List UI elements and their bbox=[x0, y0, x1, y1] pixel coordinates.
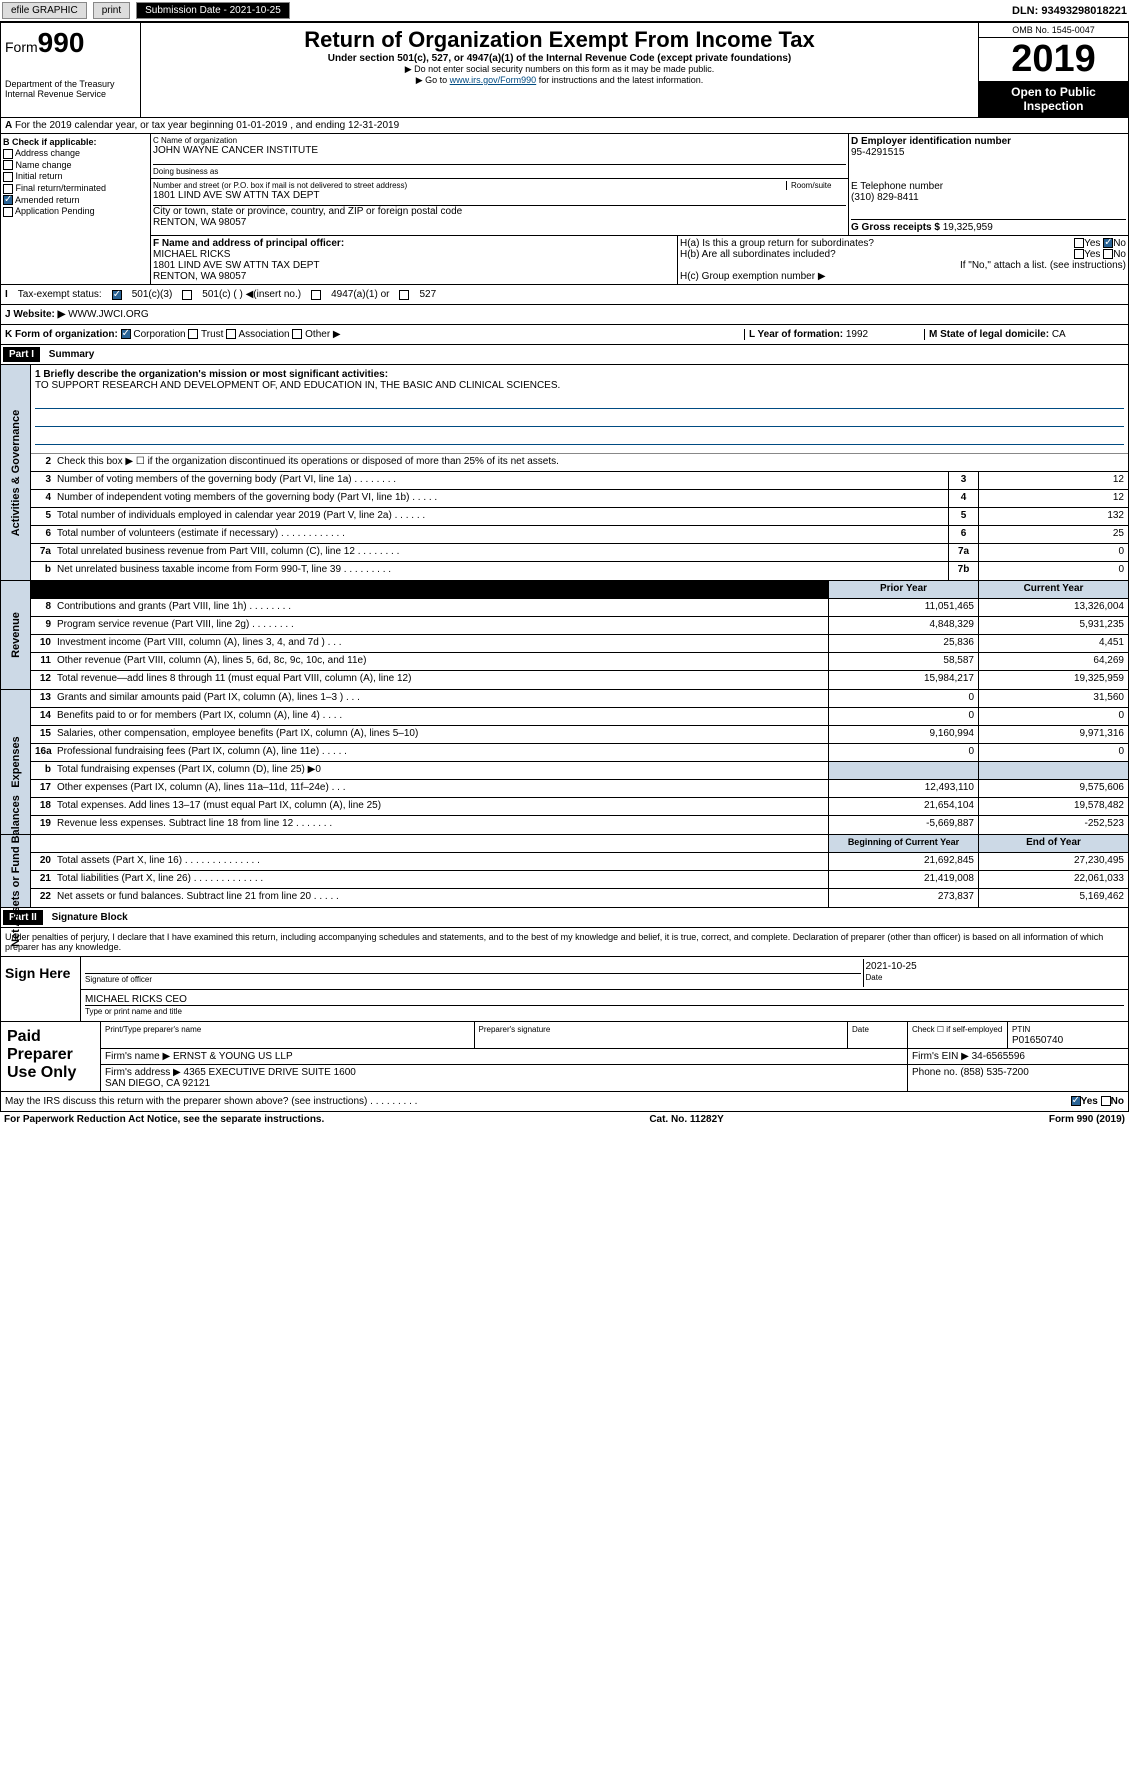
governance-section: Activities & Governance 1 Briefly descri… bbox=[0, 365, 1129, 581]
paid-preparer: Paid Preparer Use Only Print/Type prepar… bbox=[0, 1022, 1129, 1092]
group-return-no[interactable] bbox=[1103, 238, 1113, 248]
part1-header: Part I bbox=[3, 347, 40, 362]
website-value: WWW.JWCI.ORG bbox=[68, 309, 149, 320]
discuss-row: May the IRS discuss this return with the… bbox=[0, 1092, 1129, 1112]
footer: For Paperwork Reduction Act Notice, see … bbox=[0, 1112, 1129, 1127]
submission-date: Submission Date - 2021-10-25 bbox=[136, 2, 290, 19]
table-row: bTotal fundraising expenses (Part IX, co… bbox=[31, 762, 1128, 780]
part1-title: Summary bbox=[49, 349, 95, 360]
phone-value: (310) 829-8411 bbox=[851, 192, 1126, 203]
table-row: 6Total number of volunteers (estimate if… bbox=[31, 526, 1128, 544]
table-row: 8Contributions and grants (Part VIII, li… bbox=[31, 599, 1128, 617]
table-row: 18Total expenses. Add lines 13–17 (must … bbox=[31, 798, 1128, 816]
table-row: 12Total revenue—add lines 8 through 11 (… bbox=[31, 671, 1128, 689]
form-org-row: K Form of organization: Corporation Trus… bbox=[0, 325, 1129, 345]
officer-addr: 1801 LIND AVE SW ATTN TAX DEPT RENTON, W… bbox=[153, 260, 675, 282]
table-row: 4Number of independent voting members of… bbox=[31, 490, 1128, 508]
year-formed: 1992 bbox=[846, 329, 868, 340]
box-b: B Check if applicable: Address change Na… bbox=[1, 134, 151, 284]
net-assets-section: Net Assets or Fund Balances Beginning of… bbox=[0, 835, 1129, 908]
domicile: CA bbox=[1052, 329, 1066, 340]
org-city: RENTON, WA 98057 bbox=[153, 217, 846, 228]
mission-text: TO SUPPORT RESEARCH AND DEVELOPMENT OF, … bbox=[35, 380, 1124, 391]
table-row: 5Total number of individuals employed in… bbox=[31, 508, 1128, 526]
table-row: 10Investment income (Part VIII, column (… bbox=[31, 635, 1128, 653]
table-row: 19Revenue less expenses. Subtract line 1… bbox=[31, 816, 1128, 834]
revenue-section: Revenue Prior Year Current Year 8Contrib… bbox=[0, 581, 1129, 690]
table-row: 7aTotal unrelated business revenue from … bbox=[31, 544, 1128, 562]
part2-title: Signature Block bbox=[52, 912, 128, 923]
officer-name: MICHAEL RICKS bbox=[153, 249, 675, 260]
corp-checkbox[interactable] bbox=[121, 329, 131, 339]
table-row: bNet unrelated business taxable income f… bbox=[31, 562, 1128, 580]
dept-label: Department of the Treasury Internal Reve… bbox=[5, 79, 136, 99]
topbar: efile GRAPHIC print Submission Date - 20… bbox=[0, 0, 1129, 22]
amended-checkbox[interactable] bbox=[3, 195, 13, 205]
501c3-checkbox[interactable] bbox=[112, 290, 122, 300]
firm-phone: (858) 535-7200 bbox=[960, 1067, 1028, 1078]
form-header: Form990 Department of the Treasury Inter… bbox=[0, 22, 1129, 118]
table-row: 14Benefits paid to or for members (Part … bbox=[31, 708, 1128, 726]
sig-date: 2021-10-25 bbox=[866, 961, 1125, 972]
irs-link[interactable]: www.irs.gov/Form990 bbox=[450, 75, 537, 85]
form-subtitle: Under section 501(c), 527, or 4947(a)(1)… bbox=[145, 53, 974, 64]
form-title: Return of Organization Exempt From Incom… bbox=[145, 27, 974, 53]
org-name: JOHN WAYNE CANCER INSTITUTE bbox=[153, 145, 846, 156]
table-row: 13Grants and similar amounts paid (Part … bbox=[31, 690, 1128, 708]
section-b-to-g: B Check if applicable: Address change Na… bbox=[0, 134, 1129, 285]
discuss-yes[interactable] bbox=[1071, 1096, 1081, 1106]
signer-name: MICHAEL RICKS CEO bbox=[85, 994, 1124, 1006]
ein-value: 95-4291515 bbox=[851, 147, 1126, 158]
firm-ein: 34-6565596 bbox=[972, 1051, 1025, 1062]
part2-header: Part II bbox=[3, 910, 43, 925]
dln-label: DLN: 93493298018221 bbox=[1012, 5, 1127, 17]
expenses-section: Expenses 13Grants and similar amounts pa… bbox=[0, 690, 1129, 835]
form-number: 990 bbox=[38, 27, 85, 58]
form-label: Form bbox=[5, 39, 38, 55]
table-row: 15Salaries, other compensation, employee… bbox=[31, 726, 1128, 744]
table-row: 21Total liabilities (Part X, line 26) . … bbox=[31, 871, 1128, 889]
ptin: P01650740 bbox=[1012, 1035, 1063, 1046]
efile-label: efile GRAPHIC bbox=[2, 2, 87, 19]
table-row: 11Other revenue (Part VIII, column (A), … bbox=[31, 653, 1128, 671]
table-row: 9Program service revenue (Part VIII, lin… bbox=[31, 617, 1128, 635]
table-row: 22Net assets or fund balances. Subtract … bbox=[31, 889, 1128, 907]
row-a: A For the 2019 calendar year, or tax yea… bbox=[0, 118, 1129, 134]
print-button[interactable]: print bbox=[93, 2, 130, 19]
note-ssn: ▶ Do not enter social security numbers o… bbox=[145, 64, 974, 75]
omb-number: OMB No. 1545-0047 bbox=[979, 23, 1128, 38]
tax-year: 2019 bbox=[979, 38, 1128, 81]
signature-block: Under penalties of perjury, I declare th… bbox=[0, 928, 1129, 1022]
firm-name: ERNST & YOUNG US LLP bbox=[173, 1051, 293, 1062]
gross-receipts: 19,325,959 bbox=[943, 222, 993, 233]
table-row: 17Other expenses (Part IX, column (A), l… bbox=[31, 780, 1128, 798]
inspection-label: Open to Public Inspection bbox=[979, 81, 1128, 117]
org-address: 1801 LIND AVE SW ATTN TAX DEPT bbox=[153, 190, 846, 201]
website-row: J Website: ▶ WWW.JWCI.ORG bbox=[0, 305, 1129, 325]
table-row: 3Number of voting members of the governi… bbox=[31, 472, 1128, 490]
table-row: 16aProfessional fundraising fees (Part I… bbox=[31, 744, 1128, 762]
table-row: 20Total assets (Part X, line 16) . . . .… bbox=[31, 853, 1128, 871]
tax-status-row: I Tax-exempt status: 501(c)(3) 501(c) ( … bbox=[0, 285, 1129, 305]
